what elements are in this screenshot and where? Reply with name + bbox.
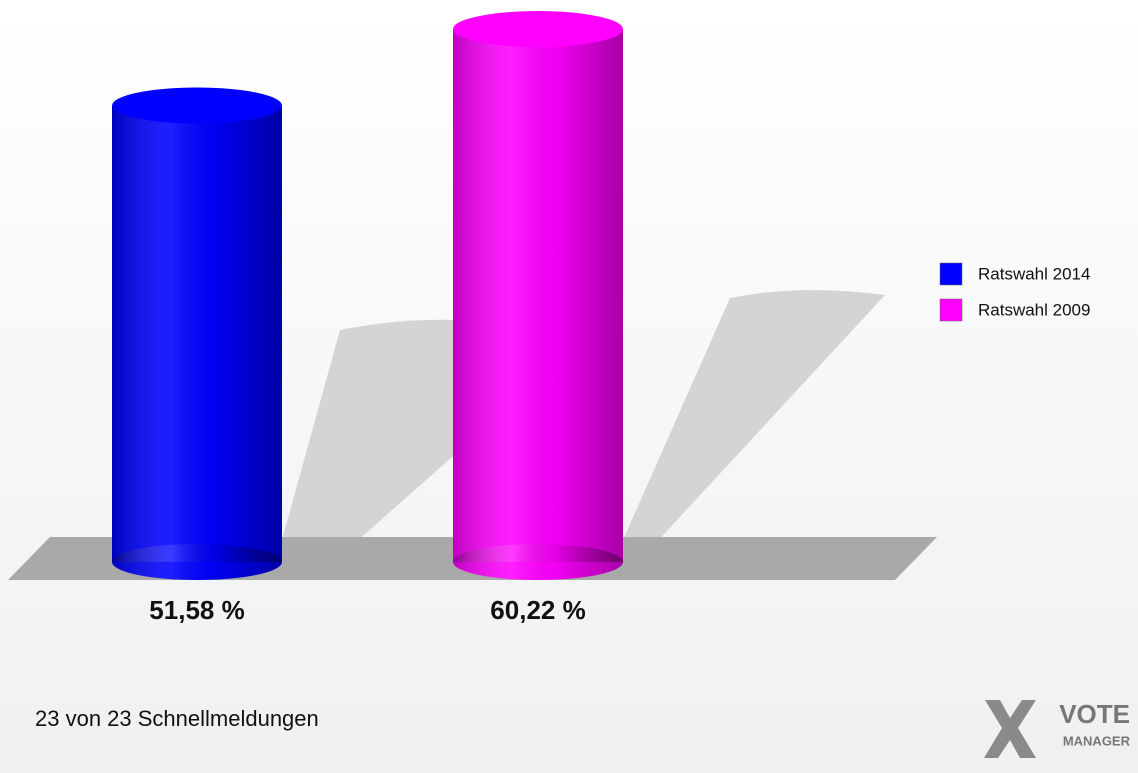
legend-swatch [939,298,963,322]
bar-top [112,87,282,124]
bars [112,11,623,580]
value-label: 51,58 % [149,595,244,625]
shadow [623,290,885,560]
legend-label: Ratswahl 2014 [978,264,1090,283]
logo-mark [984,700,1036,758]
bar-top [453,11,623,48]
logo: VOTE MANAGER [984,699,1131,758]
value-label: 60,22 % [490,595,585,625]
legend-swatch [939,262,963,286]
shadow [282,319,460,565]
logo-text: MANAGER [1063,733,1131,748]
legend-label: Ratswahl 2009 [978,300,1090,319]
bar-shade [112,105,282,562]
bar-shade [453,29,623,563]
logo-text: VOTE [1059,699,1130,729]
footnote: 23 von 23 Schnellmeldungen [35,706,319,731]
